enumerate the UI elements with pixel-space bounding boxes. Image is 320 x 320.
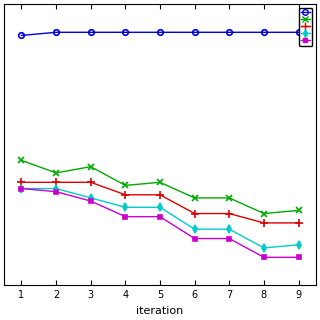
X-axis label: iteration: iteration bbox=[136, 306, 184, 316]
Legend: , , , , : , , , , bbox=[299, 8, 312, 46]
